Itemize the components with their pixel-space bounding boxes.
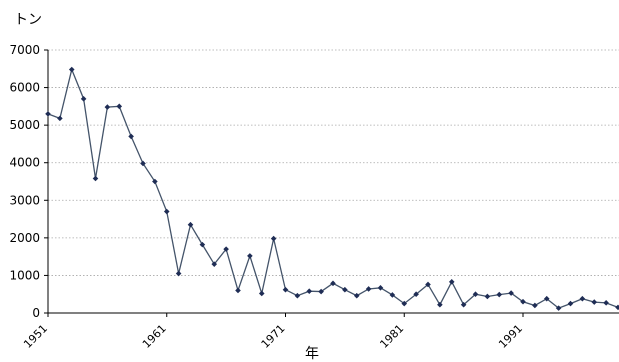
data-point [579, 295, 586, 302]
data-markers [45, 66, 619, 311]
y-tick-label: 3000 [9, 193, 40, 207]
data-point [104, 104, 111, 110]
data-point [199, 241, 206, 248]
data-point [365, 286, 372, 292]
data-point [318, 288, 324, 295]
data-point [342, 286, 348, 293]
data-point [270, 235, 277, 242]
data-point [413, 291, 419, 298]
x-tick-label: 1961 [140, 322, 169, 351]
data-point [496, 291, 503, 298]
gridlines [48, 49, 619, 276]
data-point [211, 261, 218, 267]
data-point [543, 295, 550, 302]
data-point [57, 115, 63, 122]
data-point [116, 103, 123, 110]
data-point [472, 291, 479, 298]
data-point [282, 286, 289, 293]
y-axis-label: トン [14, 12, 42, 28]
data-point [615, 304, 619, 311]
x-tick-labels: 1951 1961 1971 1981 1991 [21, 322, 525, 351]
x-tick-label: 1981 [377, 322, 406, 351]
data-point [555, 305, 562, 311]
y-tick-label: 0 [32, 306, 40, 320]
data-point [401, 300, 408, 307]
x-tick-label: 1991 [496, 322, 525, 351]
data-point [567, 300, 574, 307]
x-tick-label: 1971 [259, 322, 288, 351]
axes [44, 49, 619, 317]
data-point [128, 133, 134, 140]
y-tick-label: 2000 [9, 231, 40, 245]
y-tick-label: 7000 [9, 43, 40, 57]
data-point [223, 246, 229, 252]
data-point [603, 300, 609, 306]
data-point [92, 175, 99, 182]
data-point [235, 287, 241, 294]
data-point [294, 292, 301, 299]
y-tick-label: 6000 [9, 81, 40, 95]
data-point [484, 293, 491, 300]
data-point [163, 208, 170, 215]
y-tick-label: 4000 [9, 156, 40, 170]
data-point [187, 221, 194, 228]
data-point [377, 285, 384, 291]
data-point [306, 288, 313, 295]
y-tick-label: 1000 [9, 268, 40, 282]
data-point [425, 281, 431, 288]
data-point [448, 279, 455, 285]
x-axis-label: 年 [305, 346, 319, 362]
series-line [47, 67, 619, 309]
data-point [258, 290, 265, 297]
data-point [175, 270, 182, 277]
data-point [508, 290, 514, 296]
data-point [45, 111, 51, 117]
data-point [437, 301, 443, 308]
x-tick-label: 1951 [21, 322, 50, 351]
data-point [389, 292, 396, 298]
y-tick-label: 5000 [9, 118, 40, 132]
data-point [330, 280, 336, 287]
data-point [140, 160, 146, 167]
y-tick-labels: 0 1000 2000 3000 4000 5000 6000 7000 [9, 43, 40, 320]
data-point [353, 292, 360, 299]
data-point [460, 301, 467, 308]
data-point [152, 178, 158, 185]
data-point [591, 299, 598, 305]
data-point [247, 253, 253, 259]
data-point [80, 96, 87, 102]
data-point [68, 66, 75, 73]
data-point [532, 302, 538, 309]
data-point [520, 298, 526, 305]
